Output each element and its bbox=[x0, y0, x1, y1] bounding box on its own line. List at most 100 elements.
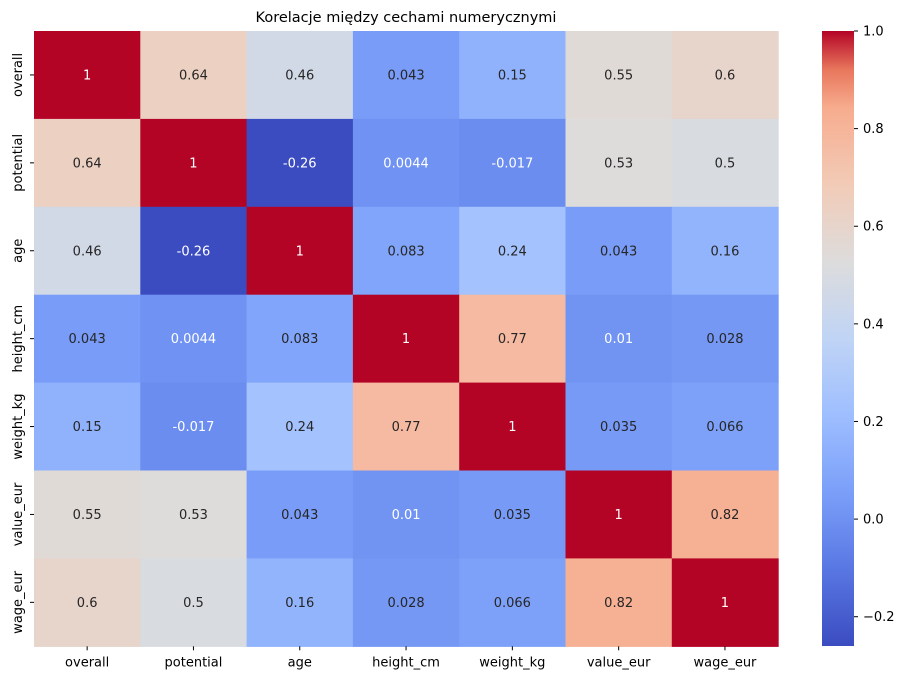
cell-value-label: 0.55 bbox=[604, 68, 633, 83]
heatmap-cell bbox=[565, 294, 673, 384]
cell-value-label: 0.15 bbox=[73, 420, 102, 435]
heatmap-cell bbox=[246, 206, 354, 296]
heatmap-cell bbox=[246, 382, 354, 472]
colorbar-tick-label: 0.8 bbox=[863, 122, 884, 137]
colorbar-tick-label: 0.0 bbox=[863, 513, 884, 528]
heatmap-cell bbox=[34, 470, 141, 559]
heatmap-cell bbox=[352, 206, 460, 296]
x-tick-label: age bbox=[288, 655, 312, 670]
colorbar-gradient bbox=[822, 31, 854, 646]
heatmap-cell bbox=[34, 31, 141, 120]
y-tick-label: height_cm bbox=[11, 305, 26, 373]
cell-value-label: 0.77 bbox=[498, 332, 527, 347]
cell-value-label: 0.01 bbox=[392, 508, 421, 523]
heatmap-cell bbox=[34, 206, 141, 296]
heatmap-cell bbox=[459, 206, 567, 296]
cell-value-label: -0.017 bbox=[172, 420, 214, 435]
colorbar: 1.0 0.8 0.6 0.4 0.2 0.0 −0.2 bbox=[822, 25, 895, 646]
colorbar-tick-label: 0.6 bbox=[863, 220, 884, 235]
heatmap-cell bbox=[140, 470, 248, 559]
cell-value-label: 0.46 bbox=[73, 244, 102, 259]
heatmap-cell bbox=[352, 294, 460, 384]
cell-value-label: 0.53 bbox=[179, 508, 208, 523]
cell-value-label: 1 bbox=[189, 156, 197, 171]
cell-value-label: 0.55 bbox=[73, 508, 102, 523]
cell-value-label: 1 bbox=[83, 68, 91, 83]
heatmap-cell bbox=[565, 470, 673, 559]
cell-value-label: 0.64 bbox=[179, 68, 208, 83]
cell-value-label: 0.043 bbox=[600, 244, 637, 259]
heatmap-cell bbox=[459, 558, 567, 647]
x-tick-label: potential bbox=[165, 655, 223, 670]
heatmap-cell bbox=[671, 294, 779, 384]
cell-value-label: 0.16 bbox=[285, 596, 314, 611]
heatmap-cell bbox=[352, 118, 460, 208]
heatmap-cell bbox=[671, 118, 779, 208]
cell-value-label: 0.53 bbox=[604, 156, 633, 171]
heatmap-cell bbox=[140, 118, 248, 208]
heatmap-cell bbox=[34, 558, 141, 647]
cell-value-label: 0.77 bbox=[392, 420, 421, 435]
heatmap-cell bbox=[565, 118, 673, 208]
cell-value-label: 0.64 bbox=[73, 156, 102, 171]
heatmap-cell bbox=[34, 382, 141, 472]
heatmap-cell bbox=[352, 382, 460, 472]
cell-value-label: 0.46 bbox=[285, 68, 314, 83]
y-tick-label: overall bbox=[11, 53, 26, 97]
cell-value-label: 0.82 bbox=[604, 596, 633, 611]
y-tick-label: value_eur bbox=[11, 482, 26, 546]
heatmap-cell bbox=[565, 31, 673, 120]
heatmap-cell bbox=[352, 470, 460, 559]
y-tick-label: weight_kg bbox=[11, 393, 26, 459]
chart-title: Korelacje między cechami numerycznymi bbox=[256, 10, 557, 26]
colorbar-tick-label: −0.2 bbox=[863, 610, 895, 625]
heatmap-cell bbox=[459, 382, 567, 472]
heatmap-cell bbox=[140, 206, 248, 296]
y-tick-label: wage_eur bbox=[11, 570, 26, 634]
cell-value-label: -0.26 bbox=[177, 244, 211, 259]
heatmap-cell bbox=[140, 558, 248, 647]
cell-value-label: 1 bbox=[721, 596, 729, 611]
cell-value-label: 0.16 bbox=[710, 244, 739, 259]
heatmap-cell bbox=[140, 31, 248, 120]
cell-value-label: 0.01 bbox=[604, 332, 633, 347]
cell-value-label: 0.6 bbox=[77, 596, 98, 611]
cell-value-label: 1 bbox=[615, 508, 623, 523]
cell-value-label: 0.066 bbox=[706, 420, 743, 435]
heatmap-cell bbox=[565, 382, 673, 472]
cell-value-label: 0.24 bbox=[285, 420, 314, 435]
x-tick-label: overall bbox=[65, 655, 109, 670]
heatmap-cell bbox=[246, 294, 354, 384]
cell-value-label: 0.5 bbox=[183, 596, 204, 611]
cell-value-label: 1 bbox=[508, 420, 516, 435]
cell-value-label: 0.24 bbox=[498, 244, 527, 259]
heatmap-cell bbox=[671, 382, 779, 472]
x-tick-label: value_eur bbox=[587, 655, 651, 670]
heatmap-cell bbox=[140, 382, 248, 472]
cell-value-label: 0.043 bbox=[69, 332, 106, 347]
colorbar-tick-label: 0.2 bbox=[863, 415, 884, 430]
cell-value-label: 0.043 bbox=[281, 508, 318, 523]
x-tick-label: wage_eur bbox=[693, 655, 757, 670]
heatmap-cell bbox=[671, 558, 779, 647]
cell-value-label: 0.028 bbox=[706, 332, 743, 347]
cell-value-label: 0.0044 bbox=[383, 156, 429, 171]
y-axis: overall potential age height_cm weight_kgval… bbox=[11, 53, 34, 634]
heatmap-cells: 1 0.64 0.46 0.043 0.15 0.55 0.6 0.64 1 -0.26 0.004… bbox=[34, 31, 779, 647]
cell-value-label: 0.82 bbox=[710, 508, 739, 523]
x-axis: overall potential age height_cm weight_kg val… bbox=[65, 646, 757, 670]
heatmap-cell bbox=[459, 118, 567, 208]
cell-value-label: -0.017 bbox=[491, 156, 533, 171]
cell-value-label: 1 bbox=[296, 244, 304, 259]
cell-value-label: 0.15 bbox=[498, 68, 527, 83]
heatmap-cell bbox=[246, 558, 354, 647]
cell-value-label: 0.043 bbox=[387, 68, 424, 83]
colorbar-tick-label: 0.4 bbox=[863, 317, 884, 332]
cell-value-label: 0.028 bbox=[387, 596, 424, 611]
heatmap-cell bbox=[246, 31, 354, 120]
heatmap-cell bbox=[459, 31, 567, 120]
cell-value-label: -0.26 bbox=[283, 156, 317, 171]
heatmap-cell bbox=[352, 31, 460, 120]
x-tick-label: weight_kg bbox=[479, 655, 545, 670]
